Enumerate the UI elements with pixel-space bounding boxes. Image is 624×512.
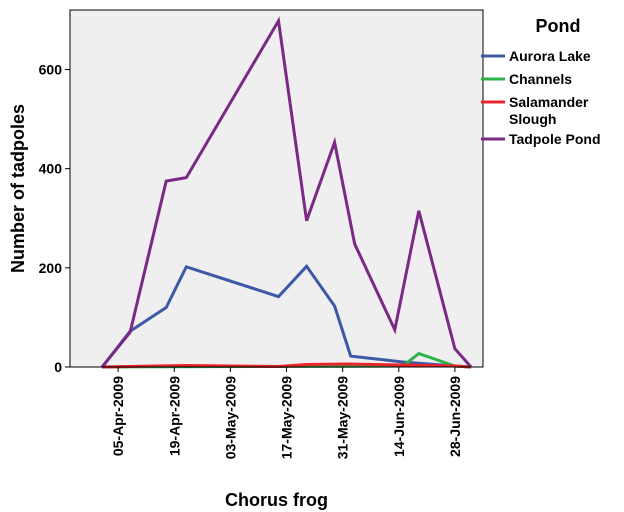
plot-area: [69, 9, 484, 368]
legend-title: Pond: [536, 16, 581, 36]
axes: 0 200 400 600 05-Apr-2009 19-Apr-2009 03-May-2…: [39, 10, 483, 459]
legend-label-aurora-lake: Aurora Lake: [509, 48, 591, 64]
legend: Pond Aurora Lake Channels Salamander Slough…: [481, 16, 601, 147]
x-tick-label: 31-May-2009: [335, 376, 351, 459]
legend-label-salamander-slough: Salamander Slough: [509, 94, 589, 127]
y-tick-label: 0: [54, 359, 62, 375]
x-tick-label: 19-Apr-2009: [166, 376, 182, 456]
legend-label-channels: Channels: [509, 71, 572, 87]
series-line-salamander-slough: [102, 362, 472, 369]
x-tick-label: 17-May-2009: [279, 376, 295, 459]
y-axis-title: Number of tadpoles: [8, 104, 28, 273]
series-line-tadpole-pond: [100, 16, 473, 368]
legend-label-tadpole-pond: Tadpole Pond: [509, 131, 601, 147]
x-tick-label: 14-Jun-2009: [391, 376, 407, 457]
y-tick-label: 600: [39, 62, 63, 78]
plot-marks: [100, 16, 473, 369]
series-line-aurora-lake: [100, 263, 472, 369]
y-tick-label: 200: [39, 260, 63, 276]
x-axis-title: Chorus frog: [225, 490, 328, 510]
x-tick-label: 05-Apr-2009: [110, 376, 126, 456]
x-tick-label: 28-Jun-2009: [447, 376, 463, 457]
x-tick-label: 03-May-2009: [222, 376, 238, 459]
y-tick-label: 400: [39, 161, 63, 177]
